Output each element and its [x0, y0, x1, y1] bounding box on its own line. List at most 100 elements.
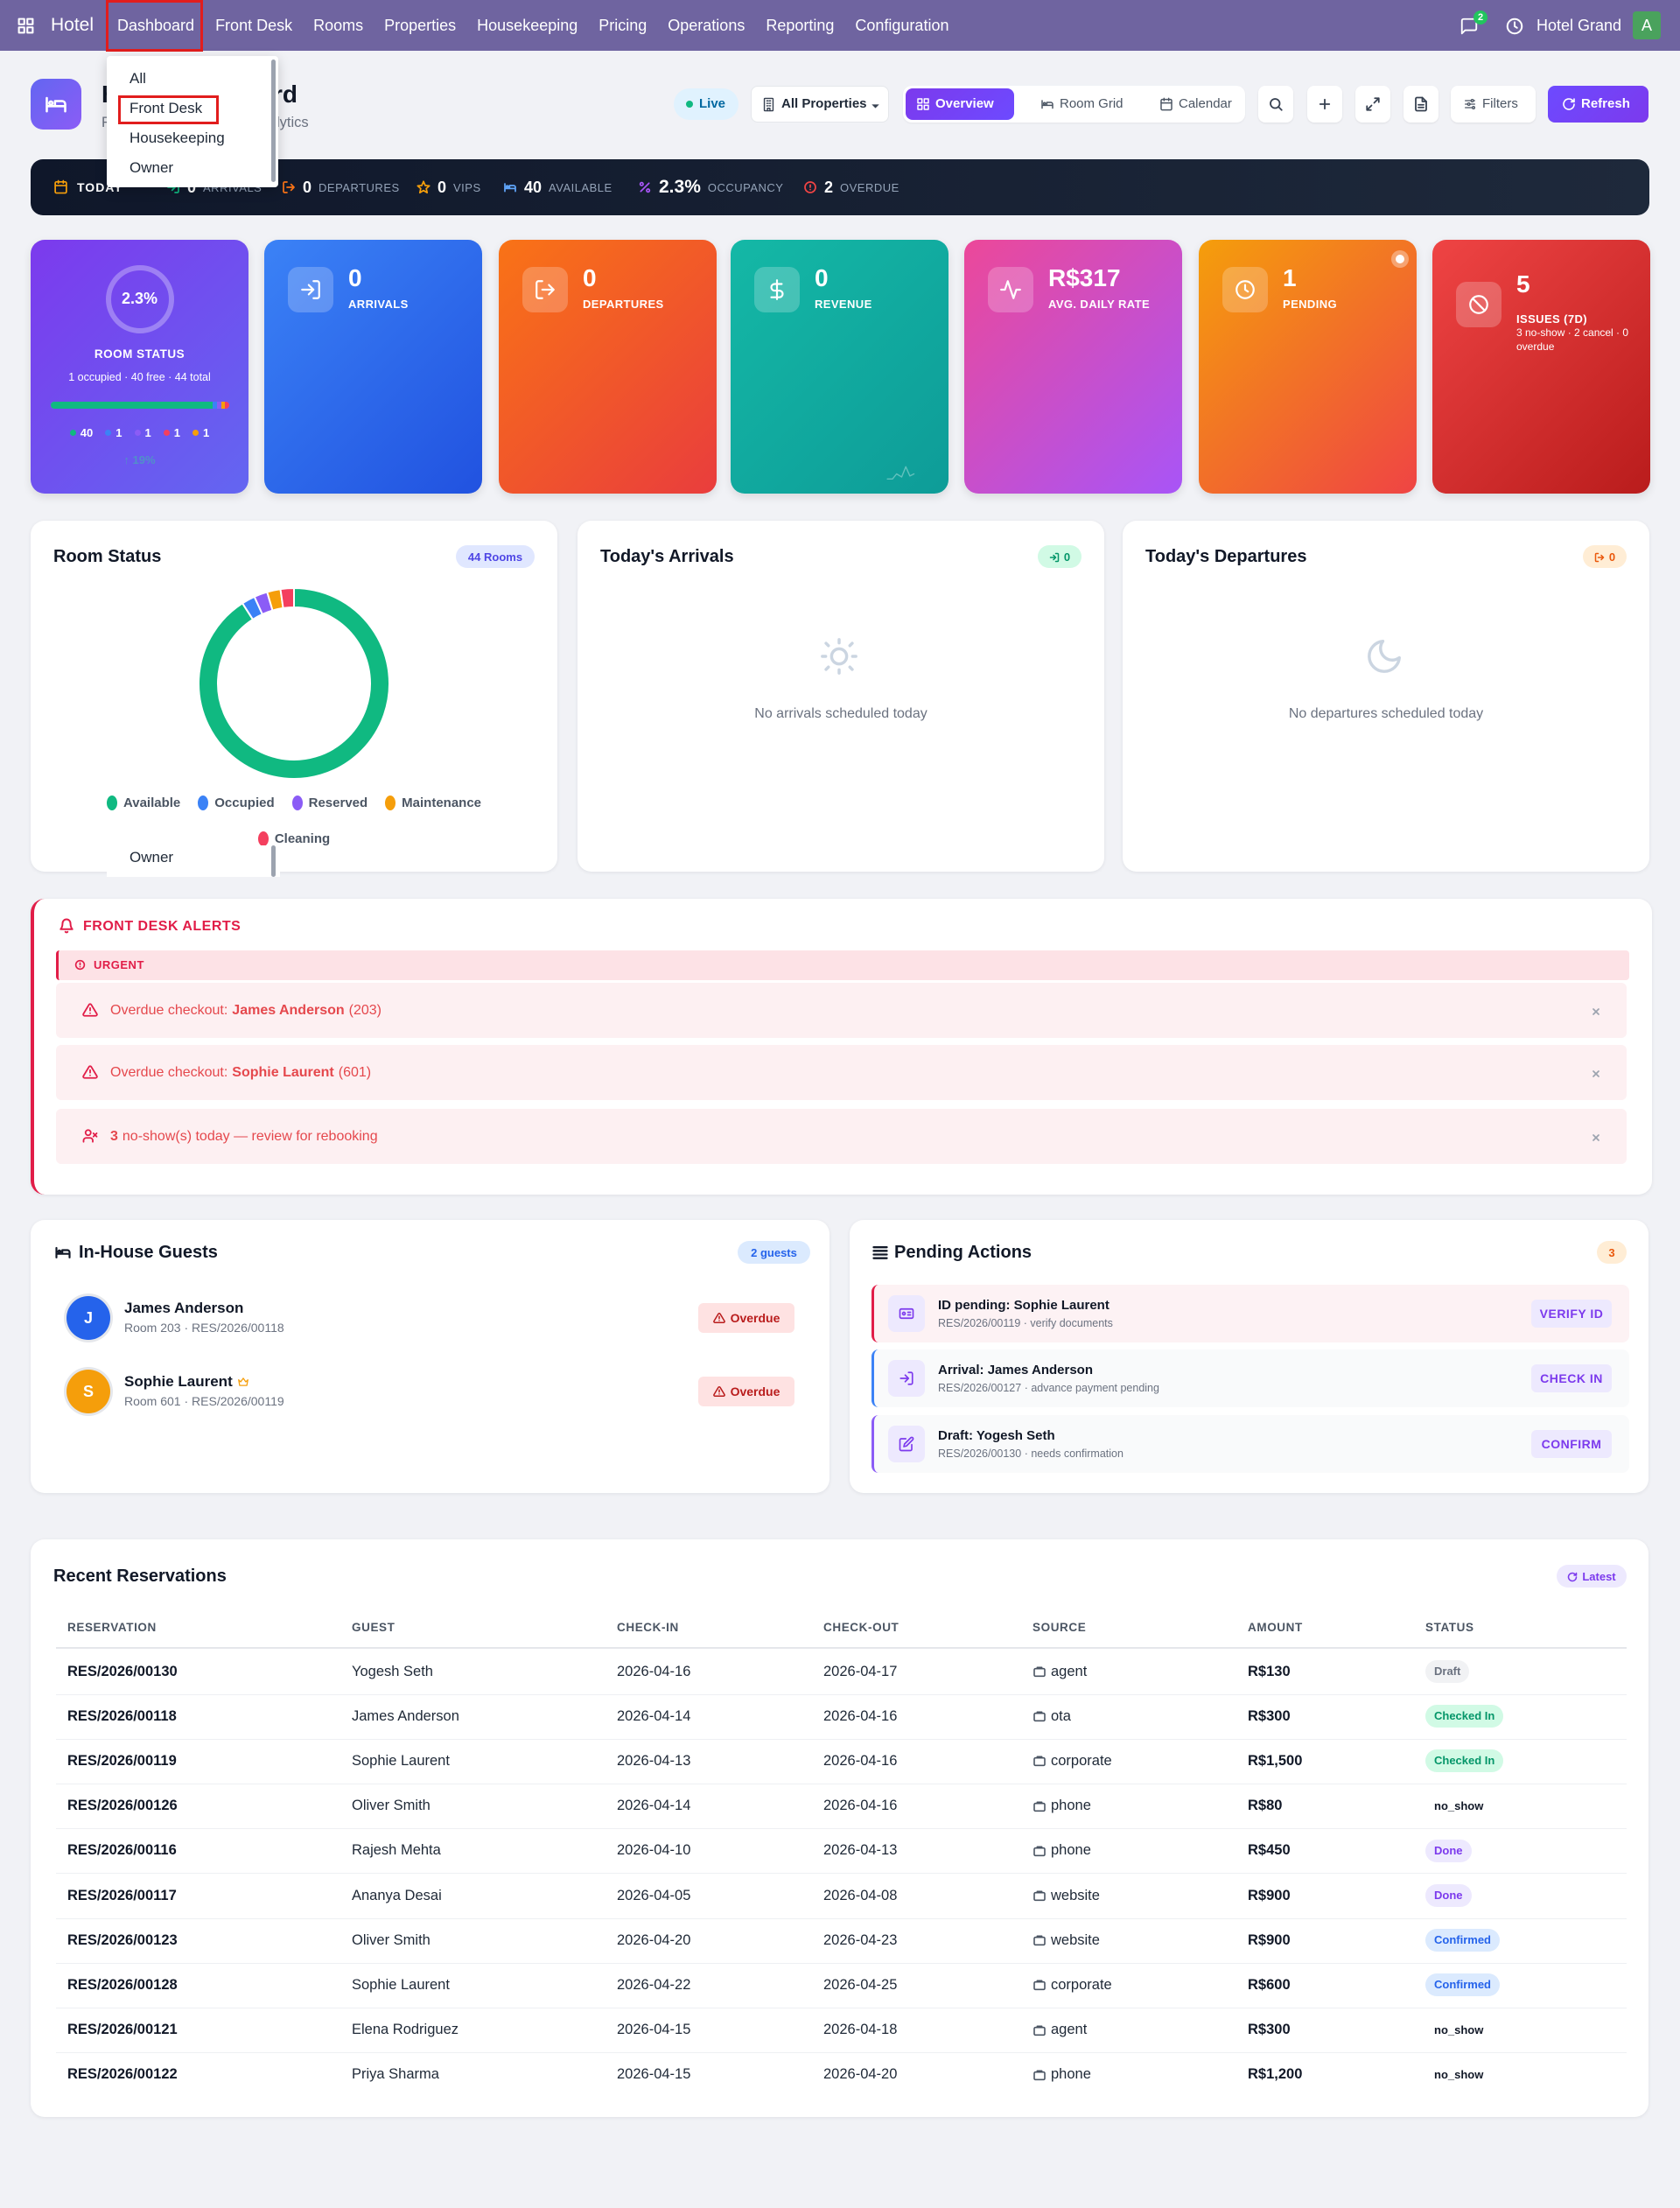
- icon-shape: [26, 18, 34, 25]
- menu-item[interactable]: Housekeeping: [130, 130, 225, 146]
- filters-button[interactable]: Filters: [1451, 86, 1536, 123]
- icon-shape: [872, 104, 879, 109]
- nav-item[interactable]: Housekeeping: [477, 16, 578, 34]
- legend-item[interactable]: Reserved: [291, 790, 368, 816]
- empty-text: No departures scheduled today: [1288, 706, 1484, 721]
- icon-shape: [1592, 1008, 1600, 1015]
- icon-shape: [1033, 1935, 1046, 1946]
- icon-shape: [1036, 1711, 1043, 1714]
- icon-button[interactable]: [1355, 86, 1390, 123]
- icon-shape: [46, 96, 66, 113]
- badge-label: Overdue: [730, 1311, 780, 1325]
- cell: Oliver Smith: [352, 1798, 430, 1814]
- cell: 2026-04-08: [823, 1887, 898, 1903]
- kpi-label: PENDING: [1283, 298, 1338, 311]
- cell: RES/2026/00116: [67, 1842, 177, 1859]
- icon-shape: [1236, 280, 1255, 299]
- guest-avatar: S: [66, 1370, 110, 1413]
- pending-title: Draft: Yogesh Seth: [938, 1428, 1055, 1443]
- urgent-label: URGENT: [94, 958, 144, 971]
- view-icon: [1040, 97, 1054, 111]
- legend-count: 1: [144, 425, 151, 439]
- source-icon: [1032, 1844, 1046, 1858]
- cell: Oliver Smith: [352, 1931, 430, 1948]
- nav-item[interactable]: Front Desk: [215, 16, 293, 34]
- nav-item[interactable]: Configuration: [855, 16, 949, 34]
- icon-shape: [301, 280, 320, 299]
- kpi-note: 3 no-show · 2 cancel · 0 overdue: [1516, 326, 1629, 353]
- property-label: All Properties: [781, 96, 867, 111]
- legend-dot: [69, 429, 76, 436]
- icon-shape: [886, 466, 915, 480]
- avatar[interactable]: A: [1633, 11, 1661, 39]
- dismiss-icon[interactable]: [1591, 1006, 1601, 1016]
- menu-item[interactable]: All: [130, 70, 146, 87]
- sparkline: [871, 459, 927, 483]
- status-bar: [51, 402, 229, 409]
- cell: R$80: [1248, 1798, 1283, 1814]
- nav-item[interactable]: Operations: [668, 16, 746, 34]
- nav-item[interactable]: Rooms: [313, 16, 364, 34]
- icon-button[interactable]: [1404, 86, 1438, 123]
- icon-shape: [1033, 2025, 1046, 2036]
- cell: RES/2026/00117: [67, 1887, 177, 1903]
- legend-item[interactable]: Available: [106, 790, 180, 816]
- dismiss-icon[interactable]: [1591, 1068, 1601, 1078]
- icon-shape: [899, 1436, 914, 1452]
- icon-shape: [1592, 1134, 1600, 1141]
- nav-item[interactable]: Reporting: [766, 16, 835, 34]
- stat-label: VIPS: [453, 180, 481, 194]
- status-legend-item: 1: [192, 426, 209, 439]
- pending-item: ID pending: Sophie Laurent RES/2026/00119…: [872, 1285, 1629, 1342]
- legend-item[interactable]: Occupied: [198, 790, 275, 816]
- menu-item[interactable]: Owner: [130, 159, 174, 176]
- pending-action[interactable]: CONFIRM: [1531, 1430, 1612, 1458]
- legend-item[interactable]: Cleaning: [257, 826, 330, 852]
- nav-item[interactable]: Dashboard: [117, 16, 195, 34]
- icon-shape: [1049, 552, 1060, 563]
- column-header: STATUS: [1425, 1620, 1474, 1634]
- company[interactable]: Hotel Grand: [1536, 17, 1622, 34]
- view-button[interactable]: Overview: [906, 88, 1014, 120]
- icon-shape: [1594, 552, 1605, 563]
- icon-shape: [712, 1312, 725, 1324]
- guest-name[interactable]: James Anderson: [124, 1300, 244, 1316]
- cell: 2026-04-16: [823, 1707, 898, 1724]
- count-badge: 3: [1597, 1241, 1627, 1264]
- column-header: CHECK-IN: [617, 1620, 679, 1634]
- pending-action[interactable]: VERIFY ID: [1531, 1300, 1612, 1328]
- stat-label: DEPARTURES: [318, 180, 400, 194]
- icon-shape: [46, 96, 66, 113]
- property-select[interactable]: All Properties: [751, 86, 889, 123]
- menu-item[interactable]: Front Desk: [130, 100, 203, 116]
- badge-label: 0: [1063, 550, 1071, 564]
- nav-item[interactable]: Pricing: [598, 16, 648, 34]
- dismiss-icon[interactable]: [1591, 1132, 1601, 1142]
- refresh-label: Refresh: [1581, 96, 1630, 111]
- view-button[interactable]: Room Grid: [1030, 88, 1124, 120]
- apps-icon: [17, 17, 35, 35]
- icon-shape: [906, 1311, 912, 1316]
- status-dot-core: [1396, 255, 1404, 263]
- legend-count: 1: [202, 425, 210, 439]
- icon-shape: [18, 18, 34, 34]
- nav-item[interactable]: Properties: [384, 16, 457, 34]
- icon-shape: [54, 179, 67, 194]
- legend-item[interactable]: Maintenance: [385, 790, 481, 816]
- icon-button[interactable]: [1307, 86, 1342, 123]
- column-header: CHECK-OUT: [823, 1620, 900, 1634]
- pending-item: Arrival: James Anderson RES/2026/00127 · …: [872, 1349, 1629, 1407]
- pending-action[interactable]: CHECK IN: [1531, 1364, 1612, 1392]
- status-pill: Confirmed: [1425, 1929, 1500, 1952]
- badge-label: 44 Rooms: [467, 550, 523, 564]
- view-button[interactable]: Calendar: [1149, 88, 1232, 120]
- refresh-button[interactable]: Refresh: [1548, 86, 1648, 123]
- icon-button[interactable]: [1258, 86, 1293, 123]
- badge-label: 3: [1608, 1245, 1615, 1259]
- kpi-label: DEPARTURES: [583, 298, 664, 311]
- guest-name[interactable]: Sophie Laurent: [124, 1373, 233, 1390]
- kpi-value: 0: [348, 264, 362, 291]
- cell: phone: [1051, 1842, 1091, 1859]
- icon-shape: [55, 1246, 71, 1258]
- cell: 2026-04-16: [823, 1752, 898, 1769]
